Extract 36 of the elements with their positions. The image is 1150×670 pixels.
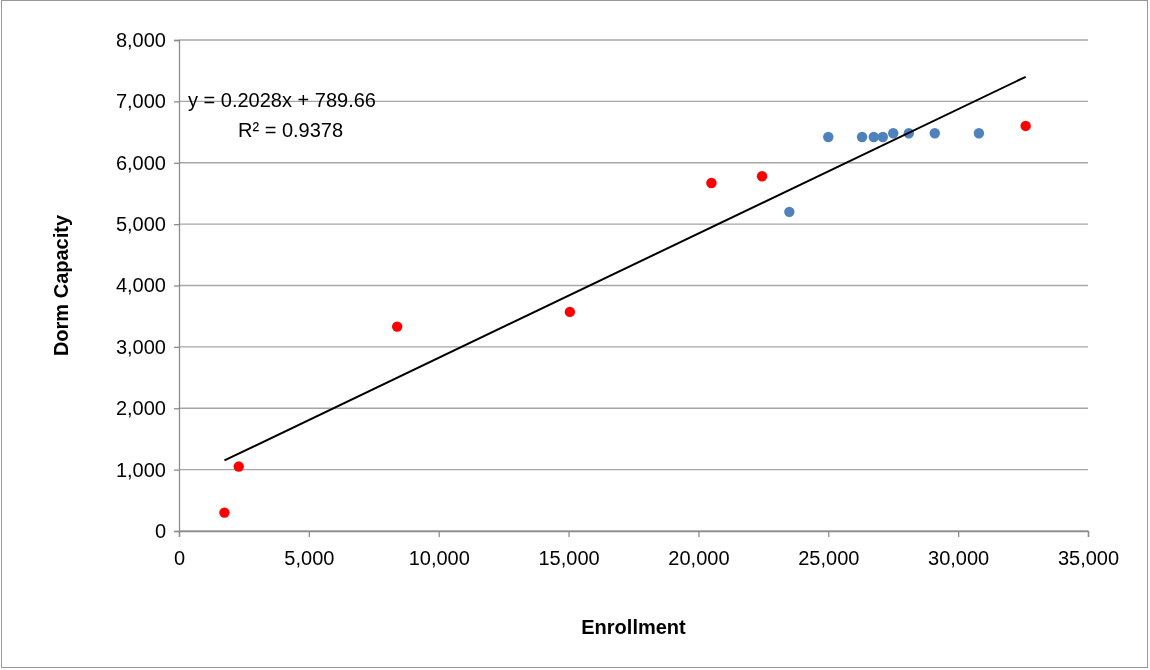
x-tick-label: 20,000 — [668, 547, 730, 570]
y-tick-label: 0 — [154, 519, 166, 542]
point — [706, 177, 717, 189]
point — [391, 321, 403, 332]
x-tick-label: 5,000 — [284, 547, 335, 570]
y-tick-label: 7,000 — [115, 90, 166, 113]
point — [973, 128, 985, 139]
x-axis-title: Enrollment — [581, 616, 687, 638]
y-tick-label: 6,000 — [115, 151, 166, 174]
point — [784, 206, 795, 218]
y-tick-label: 2,000 — [115, 397, 166, 420]
point — [823, 131, 834, 143]
y-tick-label: 1,000 — [115, 458, 166, 481]
annotation: y = 0.2028x + 789.66 — [188, 89, 376, 111]
y-tick-label: 8,000 — [115, 28, 166, 51]
y-tick-label: 5,000 — [115, 213, 166, 236]
point — [1020, 120, 1031, 132]
y-tick-label: 4,000 — [115, 274, 166, 297]
point — [756, 171, 768, 182]
y-axis-title: Dorm Capacity — [50, 214, 72, 357]
point — [929, 128, 940, 139]
point — [219, 507, 230, 518]
x-tick-label: 0 — [173, 547, 186, 570]
annotation: R² = 0.9378 — [238, 119, 344, 141]
x-tick-label: 30,000 — [928, 547, 990, 570]
x-tick-label: 35,000 — [1057, 547, 1120, 570]
point — [868, 131, 879, 143]
point — [856, 131, 868, 143]
x-tick-label: 25,000 — [798, 547, 860, 570]
point — [877, 131, 889, 143]
x-tick-label: 15,000 — [538, 547, 600, 570]
y-tick-label: 3,000 — [115, 335, 166, 358]
point — [564, 306, 576, 318]
point — [888, 128, 899, 139]
x-tick-label: 10,000 — [408, 547, 470, 570]
point — [233, 461, 244, 472]
